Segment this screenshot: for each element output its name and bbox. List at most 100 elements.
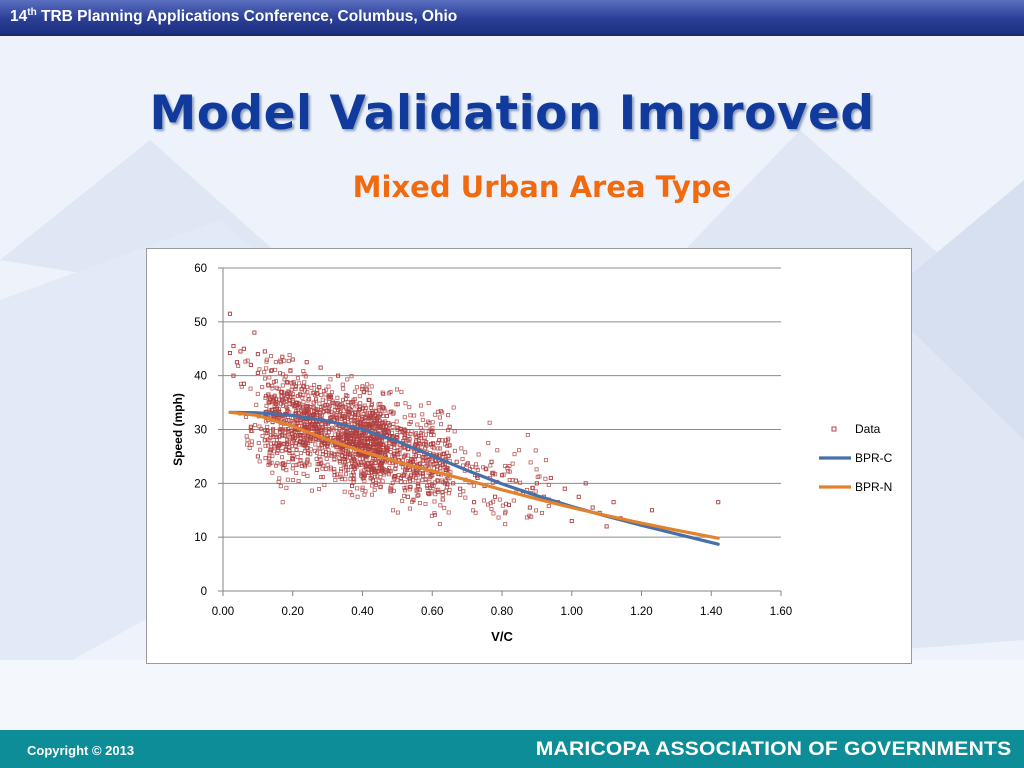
data-point-cloud — [284, 404, 289, 409]
data-point-cloud — [546, 482, 551, 487]
data-point-cloud — [347, 441, 352, 446]
data-point-cloud — [452, 429, 457, 434]
legend-marker-data — [831, 426, 837, 432]
data-point-cloud — [282, 433, 287, 438]
data-point-cloud — [386, 472, 391, 477]
data-point-cloud — [341, 412, 346, 417]
data-point-cloud — [368, 423, 373, 428]
data-point-cloud — [407, 467, 412, 472]
data-point-cloud — [305, 473, 310, 478]
data-point-cloud — [474, 465, 479, 470]
data-point-cloud — [327, 403, 332, 408]
data-point-cloud — [386, 391, 391, 396]
data-point-cloud — [286, 429, 291, 434]
data-point-cloud — [415, 422, 420, 427]
data-point-cloud — [414, 487, 419, 492]
data-point-cloud — [334, 415, 339, 420]
data-point-cloud — [364, 435, 369, 440]
data-point-cloud — [431, 441, 436, 446]
data-point-cloud — [339, 453, 344, 458]
data-point-cloud — [495, 448, 500, 453]
data-point-cloud — [312, 383, 317, 388]
data-point-cloud — [409, 472, 414, 477]
data-point-cloud — [273, 360, 278, 365]
data-point-cloud — [290, 478, 295, 483]
data-point-cloud — [420, 417, 425, 422]
organization-logo-text: MARICOPA ASSOCIATION OF GOVERNMENTS — [535, 738, 1011, 760]
data-point-cloud — [418, 403, 423, 408]
data-point-cloud — [340, 449, 345, 454]
data-point-cloud — [287, 395, 292, 400]
data-point-cloud — [359, 469, 364, 474]
data-point-cloud — [346, 436, 351, 441]
data-point-cloud — [290, 431, 295, 436]
data-point-cloud — [433, 412, 438, 417]
data-point-cloud — [428, 427, 433, 432]
data-point-cloud — [332, 451, 337, 456]
data-point-cloud — [245, 442, 250, 447]
data-point-cloud — [278, 389, 283, 394]
data-point-cloud — [484, 467, 489, 472]
data-point-cloud — [345, 377, 350, 382]
conference-ordinal: th — [27, 7, 37, 18]
data-point-cloud — [354, 418, 359, 423]
data-point-cloud — [375, 422, 380, 427]
data-point-cloud — [400, 498, 405, 503]
data-point-cloud — [293, 386, 298, 391]
data-point-cloud — [303, 464, 308, 469]
data-point-cloud — [364, 464, 369, 469]
data-point-cloud — [389, 484, 394, 489]
data-point-cloud — [276, 386, 281, 391]
data-point-cloud — [312, 448, 317, 453]
conference-number: 14 — [10, 8, 28, 26]
data-point — [583, 481, 588, 486]
data-point-cloud — [416, 478, 421, 483]
y-tick-label: 60 — [194, 263, 207, 275]
data-point-cloud — [415, 493, 420, 498]
data-point-cloud — [318, 413, 323, 418]
data-point-cloud — [283, 374, 288, 379]
data-point-cloud — [418, 471, 423, 476]
data-point-cloud — [317, 487, 322, 492]
data-point — [248, 362, 253, 367]
data-point-cloud — [263, 443, 268, 448]
data-point-cloud — [543, 458, 548, 463]
data-point-cloud — [375, 474, 380, 479]
data-point-cloud — [533, 448, 538, 453]
data-point-cloud — [281, 466, 286, 471]
data-point — [440, 497, 445, 502]
data-point-cloud — [435, 478, 440, 483]
data-point-cloud — [270, 383, 275, 388]
data-point-cloud — [342, 428, 347, 433]
data-point — [262, 349, 267, 354]
data-point-cloud — [264, 419, 269, 424]
data-point-cloud — [444, 481, 449, 486]
data-point-cloud — [348, 417, 353, 422]
data-point-cloud — [286, 358, 291, 363]
data-point-cloud — [300, 395, 305, 400]
data-point — [262, 438, 267, 443]
data-point-cloud — [359, 473, 364, 478]
data-point-cloud — [376, 478, 381, 483]
data-point-cloud — [374, 416, 379, 421]
data-point-cloud — [409, 429, 414, 434]
data-point-cloud — [430, 420, 435, 425]
data-point-cloud — [326, 394, 331, 399]
data-point-cloud — [305, 390, 310, 395]
data-point-cloud — [286, 389, 291, 394]
data-point-cloud — [255, 391, 260, 396]
data-point-cloud — [334, 426, 339, 431]
data-point-cloud — [485, 502, 490, 507]
data-point-cloud — [321, 404, 326, 409]
data-point-cloud — [404, 467, 409, 472]
data-point-cloud — [436, 487, 441, 492]
data-point-cloud — [483, 466, 488, 471]
data-point-cloud — [372, 487, 377, 492]
data-point-cloud — [291, 402, 296, 407]
data-point-cloud — [278, 371, 283, 376]
data-point-cloud — [278, 424, 283, 429]
data-point-cloud — [379, 420, 384, 425]
data-point-cloud — [285, 477, 290, 482]
data-point-cloud — [391, 475, 396, 480]
data-point — [255, 370, 260, 376]
